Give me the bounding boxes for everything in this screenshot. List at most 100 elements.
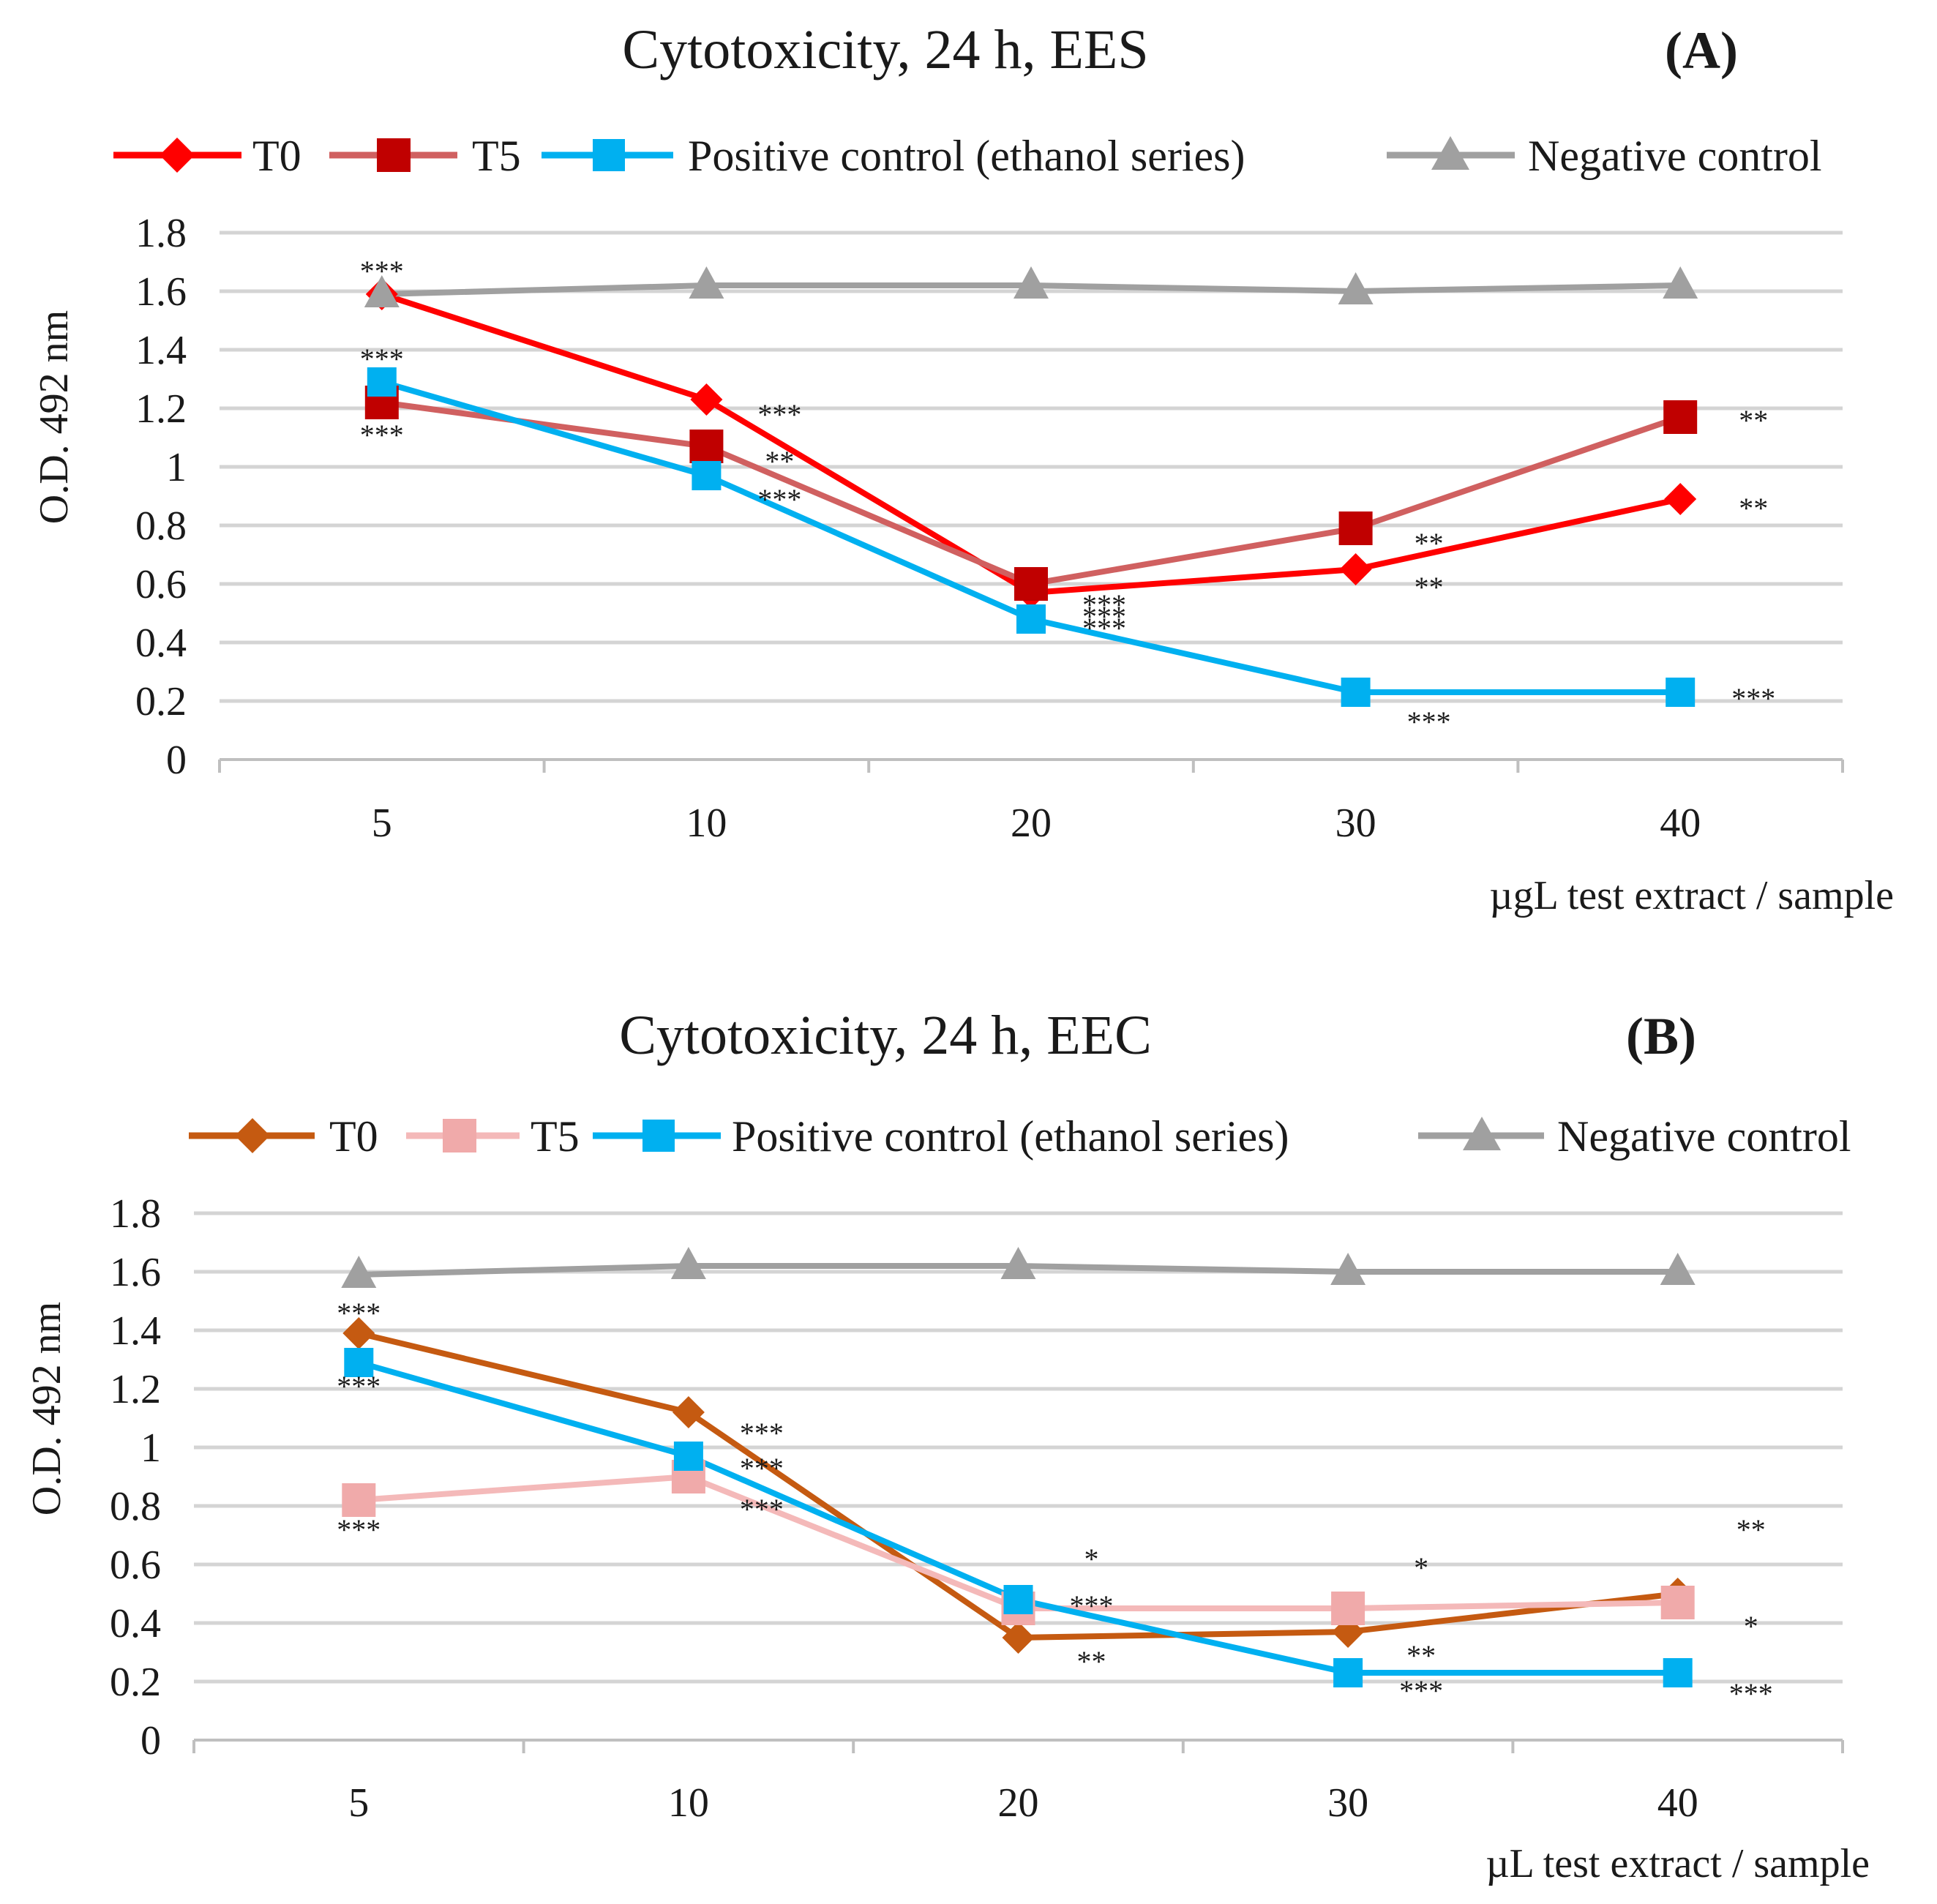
y-tick-label: 0.6 [110, 1543, 161, 1588]
x-tick-label: 20 [998, 1780, 1039, 1826]
data-point-negative-control [1330, 1253, 1366, 1285]
series-line-t5 [381, 400, 1682, 587]
data-point-negative-control [670, 1247, 706, 1279]
panel-b: Cytotoxicity, 24 h, EEC (B) T0 T5 Positi… [24, 1005, 1870, 1886]
data-point-positive-control-ethanol-series [1666, 678, 1696, 707]
significance-label: *** [1082, 612, 1126, 645]
data-point-negative-control [689, 266, 724, 299]
data-point-t5 [689, 430, 724, 463]
x-tick-label: 10 [668, 1780, 709, 1826]
legend-label: T0 [252, 132, 301, 180]
significance-label: *** [1399, 1674, 1443, 1707]
data-point-positive-control-ethanol-series [1016, 604, 1046, 634]
data-point-t0 [672, 1396, 705, 1428]
x-tick-label: 5 [348, 1780, 369, 1826]
significance-label: ** [1736, 1513, 1766, 1546]
legend-label: Positive control (ethanol series) [688, 132, 1245, 180]
significance-label: * [1744, 1610, 1758, 1643]
y-tick-label: 1.6 [135, 269, 187, 315]
data-point-negative-control [341, 1256, 377, 1288]
square-icon [593, 139, 625, 171]
panel-b-title: Cytotoxicity, 24 h, EEC [619, 1005, 1152, 1066]
legend-item-t5[interactable]: T5 [329, 132, 521, 180]
data-point-t5 [1338, 511, 1373, 545]
significance-label: ** [1739, 404, 1768, 437]
significance-label: *** [757, 398, 801, 431]
diamond-icon [160, 138, 195, 173]
significance-label: ** [1077, 1645, 1106, 1678]
significance-label: *** [1407, 705, 1451, 738]
legend-label: Positive control (ethanol series) [732, 1112, 1289, 1161]
y-tick-label: 1.2 [110, 1367, 161, 1412]
panel-a-legend: T0 T5 Positive control (ethanol series) … [113, 132, 1822, 180]
significance-label: *** [740, 1417, 784, 1450]
data-point-positive-control-ethanol-series [1003, 1585, 1033, 1614]
panel-b-y-axis-title: O.D. 492 nm [24, 1302, 70, 1515]
y-tick-label: 0.8 [135, 503, 187, 549]
x-tick-label: 10 [686, 801, 727, 846]
y-tick-label: 0.4 [135, 621, 187, 666]
square-icon [443, 1119, 476, 1152]
significance-label: *** [740, 1452, 784, 1485]
significance-label: *** [337, 1513, 381, 1546]
y-tick-label: 0.2 [135, 679, 187, 724]
data-point-positive-control-ethanol-series [344, 1348, 374, 1377]
data-point-t0 [1002, 1622, 1035, 1654]
significance-label: *** [337, 1297, 381, 1330]
y-tick-label: 1.4 [135, 328, 187, 373]
legend-item-t0[interactable]: T0 [189, 1112, 378, 1161]
data-point-t5 [1663, 400, 1698, 434]
y-tick-label: 0.4 [110, 1601, 161, 1646]
y-tick-label: 1.6 [110, 1250, 161, 1295]
significance-label: *** [360, 342, 404, 375]
significance-label: *** [1729, 1677, 1773, 1710]
data-point-positive-control-ethanol-series [367, 367, 397, 397]
square-icon [642, 1120, 675, 1152]
y-tick-label: 1.2 [135, 386, 187, 432]
y-tick-label: 0 [166, 738, 187, 783]
legend-item-negative-control[interactable]: Negative control [1387, 132, 1822, 180]
x-tick-label: 20 [1011, 801, 1052, 846]
legend-item-positive-control[interactable]: Positive control (ethanol series) [593, 1112, 1289, 1161]
y-tick-label: 0 [141, 1718, 161, 1764]
data-point-positive-control-ethanol-series [1333, 1658, 1363, 1687]
legend-item-t0[interactable]: T0 [113, 132, 301, 180]
data-point-positive-control-ethanol-series [1341, 678, 1371, 707]
triangle-icon [1431, 136, 1469, 170]
data-point-negative-control [1663, 266, 1698, 299]
legend-item-positive-control[interactable]: Positive control (ethanol series) [542, 132, 1245, 180]
legend-item-t5[interactable]: T5 [406, 1112, 580, 1161]
data-point-positive-control-ethanol-series [673, 1442, 703, 1471]
significance-label: ** [1739, 492, 1768, 525]
data-point-positive-control-ethanol-series [1663, 1658, 1693, 1687]
legend-label: T0 [329, 1112, 378, 1161]
significance-label: *** [757, 483, 801, 516]
significance-label: *** [360, 255, 404, 288]
legend-item-negative-control[interactable]: Negative control [1418, 1112, 1851, 1161]
triangle-icon [1463, 1117, 1501, 1150]
panel-b-plot-area: 00.20.40.60.811.21.41.61.85 10 20 30 40*****… [110, 1191, 1844, 1826]
panel-a-plot-area: 00.20.40.60.811.21.41.61.85 10 20 30 40*****… [135, 211, 1844, 846]
significance-label: * [1084, 1543, 1099, 1575]
x-tick-label: 40 [1660, 801, 1701, 846]
y-tick-label: 0.6 [135, 562, 187, 607]
data-point-negative-control [1660, 1253, 1696, 1285]
significance-label: ** [1406, 1639, 1436, 1672]
legend-label: Negative control [1528, 132, 1822, 180]
y-tick-label: 1.8 [135, 211, 187, 256]
panel-a-x-axis-title: µgL test extract / sample [1489, 873, 1894, 918]
diamond-icon [235, 1118, 270, 1153]
significance-label: *** [1082, 588, 1126, 621]
significance-label: ** [765, 445, 794, 478]
panel-a-label: (A) [1665, 21, 1738, 80]
data-point-negative-control [1014, 266, 1049, 299]
significance-label: * [1414, 1551, 1428, 1584]
significance-label: *** [1082, 600, 1126, 633]
panel-a-y-axis-title: O.D. 492 nm [31, 310, 77, 524]
legend-label: T5 [472, 132, 521, 180]
significance-label: *** [1731, 682, 1775, 715]
significance-label: *** [360, 419, 404, 451]
data-point-t0 [1339, 553, 1372, 585]
panel-a-title: Cytotoxicity, 24 h, EES [622, 19, 1148, 80]
